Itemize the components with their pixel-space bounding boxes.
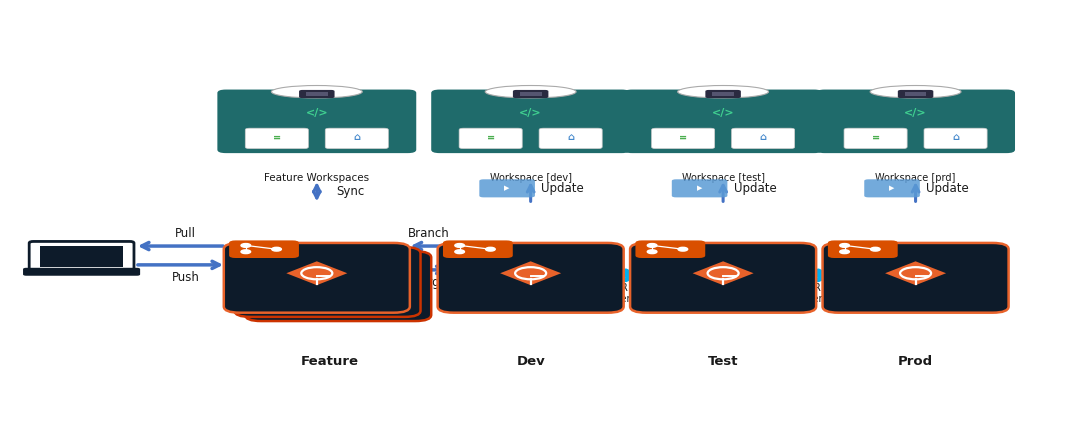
FancyBboxPatch shape bbox=[245, 128, 309, 149]
FancyBboxPatch shape bbox=[828, 240, 897, 258]
Text: Workspace [dev]: Workspace [dev] bbox=[490, 173, 571, 183]
FancyBboxPatch shape bbox=[459, 128, 522, 149]
FancyBboxPatch shape bbox=[431, 90, 630, 153]
Ellipse shape bbox=[678, 85, 769, 98]
FancyBboxPatch shape bbox=[816, 90, 1015, 153]
Text: Pull: Pull bbox=[176, 227, 196, 240]
Text: Merge: Merge bbox=[411, 276, 447, 289]
FancyBboxPatch shape bbox=[40, 245, 123, 266]
FancyBboxPatch shape bbox=[864, 179, 920, 197]
Text: Feature Workspaces: Feature Workspaces bbox=[264, 173, 370, 183]
Ellipse shape bbox=[271, 85, 362, 98]
FancyBboxPatch shape bbox=[23, 268, 140, 276]
Text: </>: </> bbox=[712, 108, 734, 118]
Circle shape bbox=[647, 250, 657, 253]
FancyBboxPatch shape bbox=[245, 251, 431, 321]
Text: ⌂: ⌂ bbox=[354, 132, 360, 142]
Polygon shape bbox=[693, 261, 754, 285]
FancyBboxPatch shape bbox=[306, 92, 328, 96]
Text: ▶: ▶ bbox=[890, 185, 895, 191]
Text: =: = bbox=[679, 132, 687, 142]
FancyBboxPatch shape bbox=[630, 243, 816, 313]
FancyBboxPatch shape bbox=[224, 243, 410, 313]
Polygon shape bbox=[286, 261, 347, 285]
FancyBboxPatch shape bbox=[905, 92, 926, 96]
Ellipse shape bbox=[486, 85, 576, 98]
Text: PR &
Merge: PR & Merge bbox=[804, 283, 835, 304]
FancyBboxPatch shape bbox=[229, 240, 299, 258]
FancyBboxPatch shape bbox=[898, 90, 934, 98]
FancyBboxPatch shape bbox=[731, 128, 794, 149]
Text: Update: Update bbox=[926, 182, 969, 195]
Text: Dev: Dev bbox=[517, 355, 545, 368]
Text: ⌂: ⌂ bbox=[760, 132, 766, 142]
FancyBboxPatch shape bbox=[443, 240, 512, 258]
Text: PR &
Merge: PR & Merge bbox=[612, 283, 642, 304]
Circle shape bbox=[839, 250, 849, 253]
Text: </>: </> bbox=[519, 108, 542, 118]
Text: Update: Update bbox=[541, 182, 584, 195]
Text: </>: </> bbox=[306, 108, 328, 118]
FancyBboxPatch shape bbox=[479, 179, 535, 197]
Circle shape bbox=[647, 243, 657, 247]
FancyBboxPatch shape bbox=[705, 90, 741, 98]
Text: =: = bbox=[487, 132, 494, 142]
FancyBboxPatch shape bbox=[844, 128, 907, 149]
Polygon shape bbox=[885, 261, 947, 285]
Text: Prod: Prod bbox=[898, 355, 933, 368]
FancyBboxPatch shape bbox=[29, 242, 134, 271]
FancyBboxPatch shape bbox=[325, 128, 388, 149]
FancyBboxPatch shape bbox=[539, 128, 602, 149]
Text: ⌂: ⌂ bbox=[952, 132, 959, 142]
Text: </>: </> bbox=[905, 108, 927, 118]
Circle shape bbox=[839, 243, 849, 247]
Circle shape bbox=[455, 243, 464, 247]
FancyBboxPatch shape bbox=[636, 240, 705, 258]
FancyBboxPatch shape bbox=[924, 128, 987, 149]
Text: =: = bbox=[872, 132, 880, 142]
FancyBboxPatch shape bbox=[235, 247, 420, 317]
FancyBboxPatch shape bbox=[299, 90, 334, 98]
Ellipse shape bbox=[870, 85, 961, 98]
Text: =: = bbox=[272, 132, 281, 142]
Text: ▶: ▶ bbox=[697, 185, 702, 191]
Text: Workspace [test]: Workspace [test] bbox=[682, 173, 764, 183]
Polygon shape bbox=[501, 261, 561, 285]
FancyBboxPatch shape bbox=[672, 179, 728, 197]
FancyBboxPatch shape bbox=[437, 243, 624, 313]
FancyBboxPatch shape bbox=[822, 243, 1009, 313]
FancyBboxPatch shape bbox=[512, 90, 549, 98]
FancyBboxPatch shape bbox=[520, 92, 541, 96]
Circle shape bbox=[679, 247, 687, 251]
Text: Branch: Branch bbox=[408, 227, 450, 240]
Text: Update: Update bbox=[734, 182, 776, 195]
Text: Push: Push bbox=[172, 271, 199, 284]
Circle shape bbox=[241, 243, 251, 247]
Text: Test: Test bbox=[708, 355, 739, 368]
Text: ⌂: ⌂ bbox=[567, 132, 575, 142]
Circle shape bbox=[486, 247, 495, 251]
Text: ▶: ▶ bbox=[505, 185, 510, 191]
Circle shape bbox=[870, 247, 880, 251]
FancyBboxPatch shape bbox=[624, 90, 822, 153]
Text: Sync: Sync bbox=[336, 185, 364, 198]
Circle shape bbox=[455, 250, 464, 253]
Text: Feature: Feature bbox=[300, 355, 359, 368]
Circle shape bbox=[241, 250, 251, 253]
Text: Workspace [prd]: Workspace [prd] bbox=[876, 173, 956, 183]
FancyBboxPatch shape bbox=[652, 128, 715, 149]
FancyBboxPatch shape bbox=[218, 90, 416, 153]
Circle shape bbox=[272, 247, 281, 251]
FancyBboxPatch shape bbox=[712, 92, 734, 96]
